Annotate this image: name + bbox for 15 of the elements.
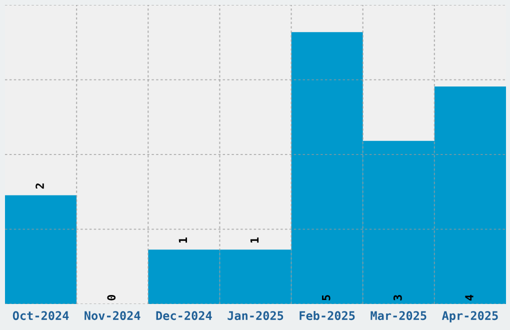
bar bbox=[5, 195, 77, 304]
data-label: 0 bbox=[107, 294, 116, 300]
x-tick-label: Apr-2025 bbox=[442, 311, 498, 322]
data-label: 5 bbox=[322, 295, 330, 300]
x-tick-label: Dec-2024 bbox=[156, 311, 212, 320]
x-tick-label: Mar-2025 bbox=[370, 311, 426, 320]
data-label: 1 bbox=[178, 238, 187, 243]
x-tick-label: Feb-2025 bbox=[300, 310, 355, 320]
x-tick-label: Jan-2025 bbox=[228, 311, 284, 320]
data-label: 1 bbox=[250, 238, 259, 243]
x-tick-label: Nov-2024 bbox=[84, 311, 140, 320]
data-label: 4 bbox=[465, 294, 474, 300]
data-label: 3 bbox=[393, 295, 402, 300]
x-tick-label: Oct-2024 bbox=[12, 311, 69, 320]
data-label: 2 bbox=[36, 184, 44, 189]
